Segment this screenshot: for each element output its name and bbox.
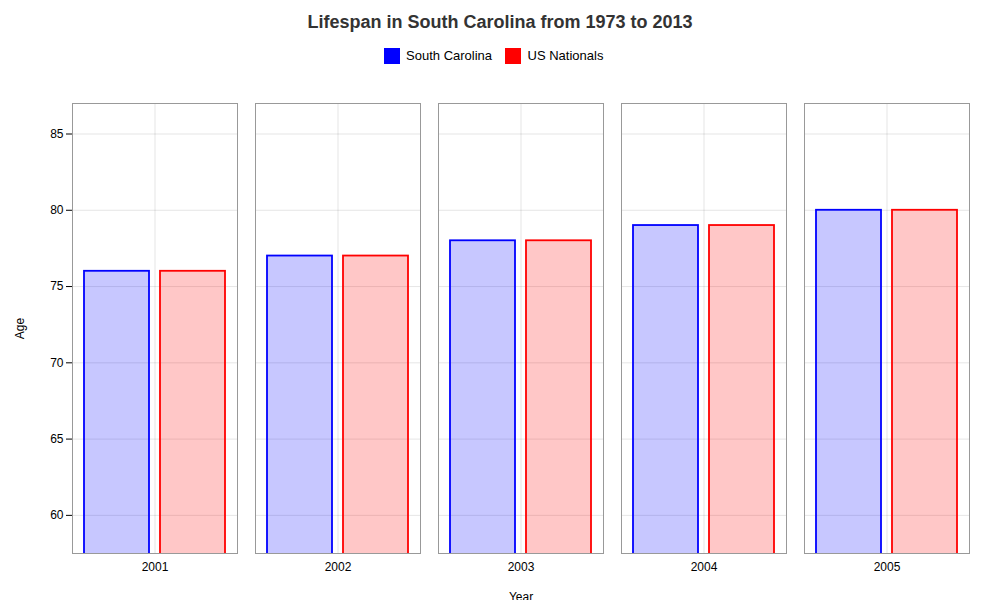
- svg-text:Year: Year: [509, 589, 533, 600]
- svg-text:60: 60: [50, 508, 64, 522]
- svg-text:85: 85: [50, 126, 64, 140]
- html-text:Lifespan in South Carolina fro: Lifespan in South Carolina from 1973 to …: [307, 12, 693, 32]
- svg-text:2004: 2004: [691, 560, 718, 574]
- svg-text:2003: 2003: [508, 560, 535, 574]
- svg-text:2002: 2002: [325, 560, 352, 574]
- svg-text:65: 65: [50, 431, 64, 445]
- html-text:US Nationals: US Nationals: [527, 48, 604, 63]
- svg-text:75: 75: [50, 279, 64, 293]
- html-text:South Carolina: South Carolina: [406, 48, 493, 63]
- svg-text:70: 70: [50, 355, 64, 369]
- svg-text:2001: 2001: [142, 560, 169, 574]
- svg-text:2005: 2005: [874, 560, 901, 574]
- svg-text:80: 80: [50, 203, 64, 217]
- svg-text:Age: Age: [13, 317, 27, 339]
